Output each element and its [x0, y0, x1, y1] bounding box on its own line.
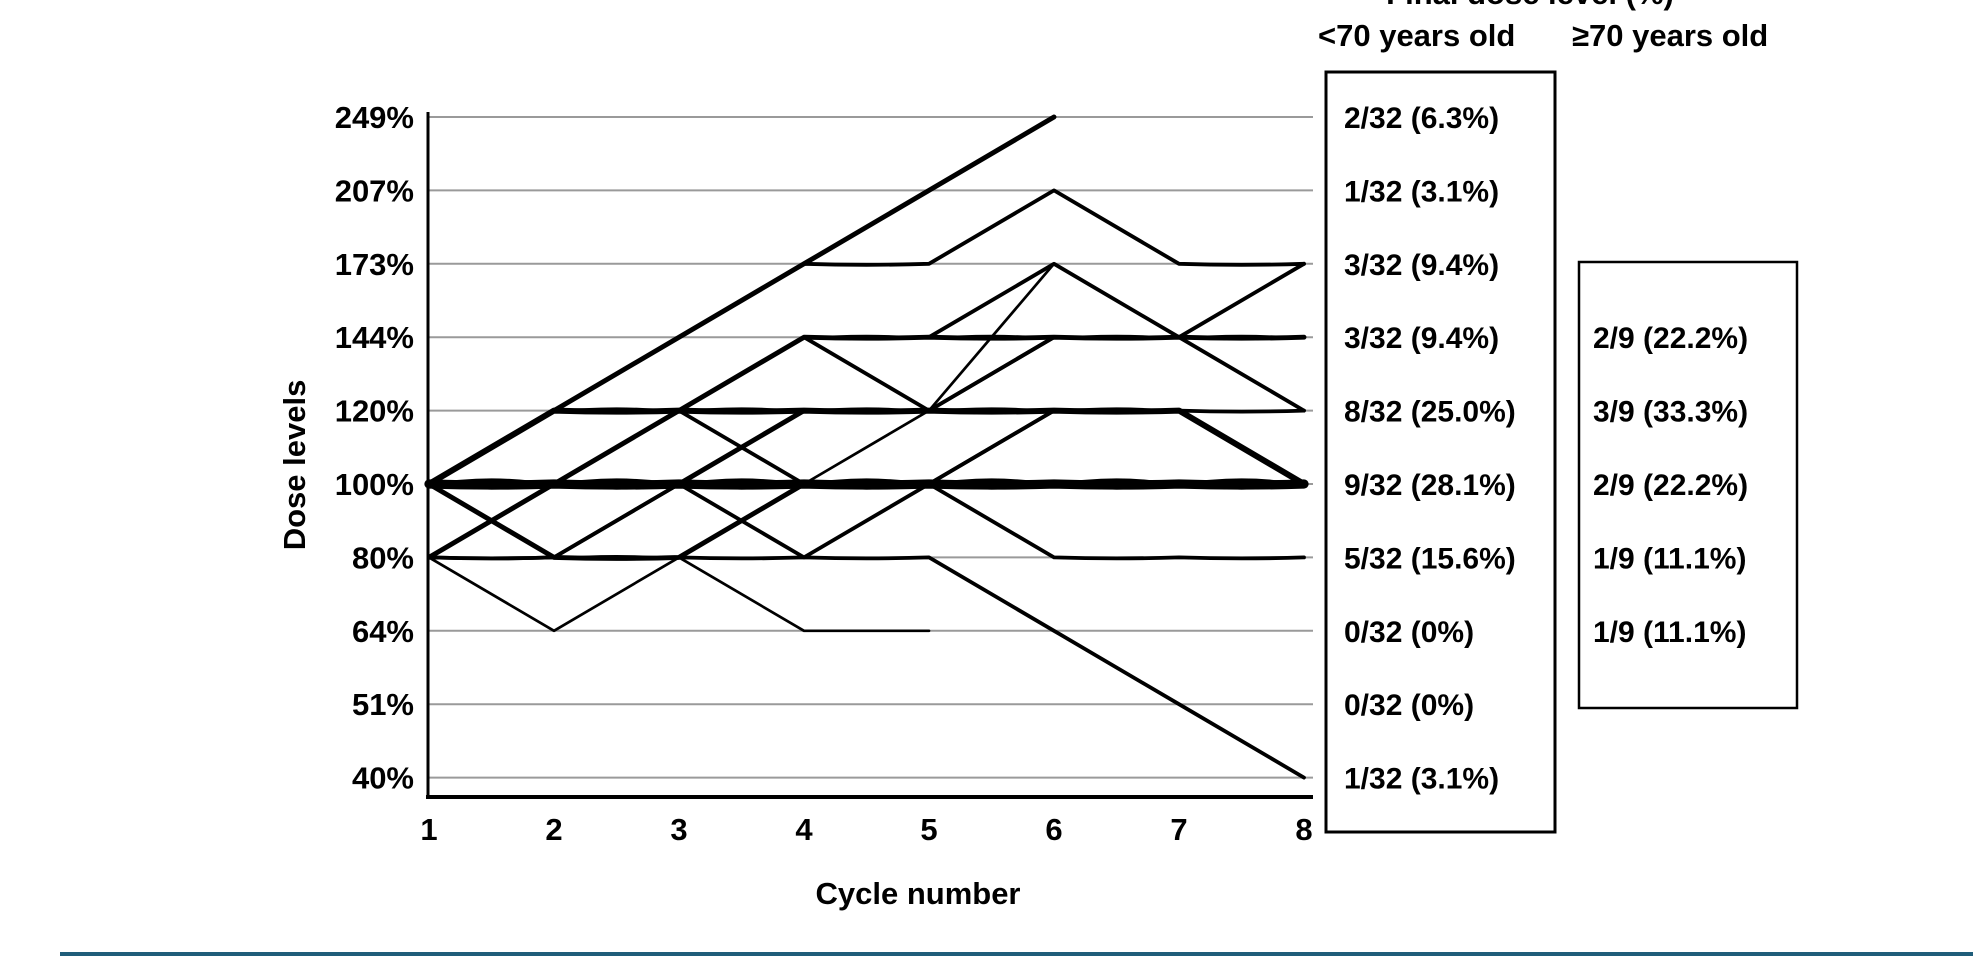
- x-tick-label: 3: [670, 812, 687, 847]
- trajectory-bundle: [804, 334, 929, 340]
- group-header-symbol-70-plus: ≥: [1572, 18, 1589, 53]
- trajectory-bundle: [679, 407, 804, 414]
- table-cell-under-70: 0/32 (0%): [1344, 616, 1474, 649]
- trajectory-bundle: [1179, 481, 1304, 487]
- trajectory-line: [427, 335, 1306, 487]
- trajectory-line: [427, 482, 1306, 561]
- table-cell-70-plus: 3/9 (33.3%): [1593, 396, 1748, 429]
- x-tick-label: 8: [1295, 812, 1312, 847]
- table-cell-under-70: 1/32 (3.1%): [1344, 763, 1499, 796]
- trajectory-bundle: [554, 407, 679, 414]
- group-header-label-70-plus: 70 years old: [1589, 18, 1768, 53]
- group-header-label-under-70: 70 years old: [1336, 18, 1515, 53]
- x-tick-label: 6: [1045, 812, 1062, 847]
- trajectory-bundle: [1054, 481, 1179, 487]
- y-tick-label: 120%: [335, 394, 414, 429]
- y-axis-title: Dose levels: [277, 380, 312, 551]
- x-tick-label: 7: [1170, 812, 1187, 847]
- y-tick-label: 64%: [352, 614, 414, 649]
- y-tick-label: 40%: [352, 761, 414, 796]
- trajectory-line: [427, 555, 1306, 780]
- group-header-symbol-under-70: <: [1318, 18, 1336, 53]
- y-tick-label: 173%: [335, 247, 414, 282]
- x-tick-label: 1: [420, 812, 437, 847]
- gridlines: [429, 116, 1313, 779]
- y-tick-labels: 249% 207% 173% 144% 120% 100% 80% 64% 51% 40%: [335, 100, 414, 796]
- x-axis-title: Cycle number: [815, 876, 1020, 911]
- x-tick-labels: 1 2 3 4 5 6 7 8: [420, 812, 1312, 847]
- table-cell-under-70: 5/32 (15.6%): [1344, 542, 1516, 575]
- table-cell-70-plus: 1/9 (11.1%): [1593, 616, 1746, 649]
- trajectory-line: [427, 188, 1306, 486]
- y-tick-label: 144%: [335, 320, 414, 355]
- final-dose-table: 2/32 (6.3%) 1/32 (3.1%) 3/32 (9.4%) 3/32 (9…: [1344, 102, 1748, 796]
- table-box-under-70: [1324, 70, 1557, 834]
- table-cell-under-70: 9/32 (28.1%): [1344, 469, 1516, 502]
- trajectory-line: [427, 408, 1306, 561]
- trajectory-bundle: [929, 408, 1054, 413]
- table-title: Final dose level (%): [1386, 0, 1674, 11]
- table-cell-under-70: 3/32 (9.4%): [1344, 322, 1499, 355]
- table-cell-under-70: 0/32 (0%): [1344, 689, 1474, 722]
- y-tick-label: 249%: [335, 100, 414, 135]
- y-tick-label: 100%: [335, 467, 414, 502]
- table-cell-under-70: 8/32 (25.0%): [1344, 396, 1516, 429]
- table-cell-70-plus: 2/9 (22.2%): [1593, 322, 1748, 355]
- group-header-under-70: <70 years old: [1318, 18, 1515, 53]
- x-tick-label: 5: [920, 812, 937, 847]
- table-cell-70-plus: 1/9 (11.1%): [1593, 542, 1746, 575]
- x-tick-label: 2: [545, 812, 562, 847]
- y-tick-label: 80%: [352, 540, 414, 575]
- table-cell-under-70: 3/32 (9.4%): [1344, 249, 1499, 282]
- trajectory-line: [427, 556, 931, 633]
- y-tick-label: 51%: [352, 687, 414, 722]
- trajectory-lines: [424, 114, 1309, 780]
- table-cell-under-70: 1/32 (3.1%): [1344, 175, 1499, 208]
- table-box-70-plus: [1577, 260, 1799, 710]
- y-tick-label: 207%: [335, 173, 414, 208]
- x-tick-label: 4: [795, 812, 813, 847]
- table-cell-under-70: 2/32 (6.3%): [1344, 102, 1499, 135]
- group-header-70-plus: ≥70 years old: [1572, 18, 1768, 53]
- trajectory-bundle: [929, 481, 1054, 487]
- axes: [426, 112, 1313, 799]
- table-cell-70-plus: 2/9 (22.2%): [1593, 469, 1748, 502]
